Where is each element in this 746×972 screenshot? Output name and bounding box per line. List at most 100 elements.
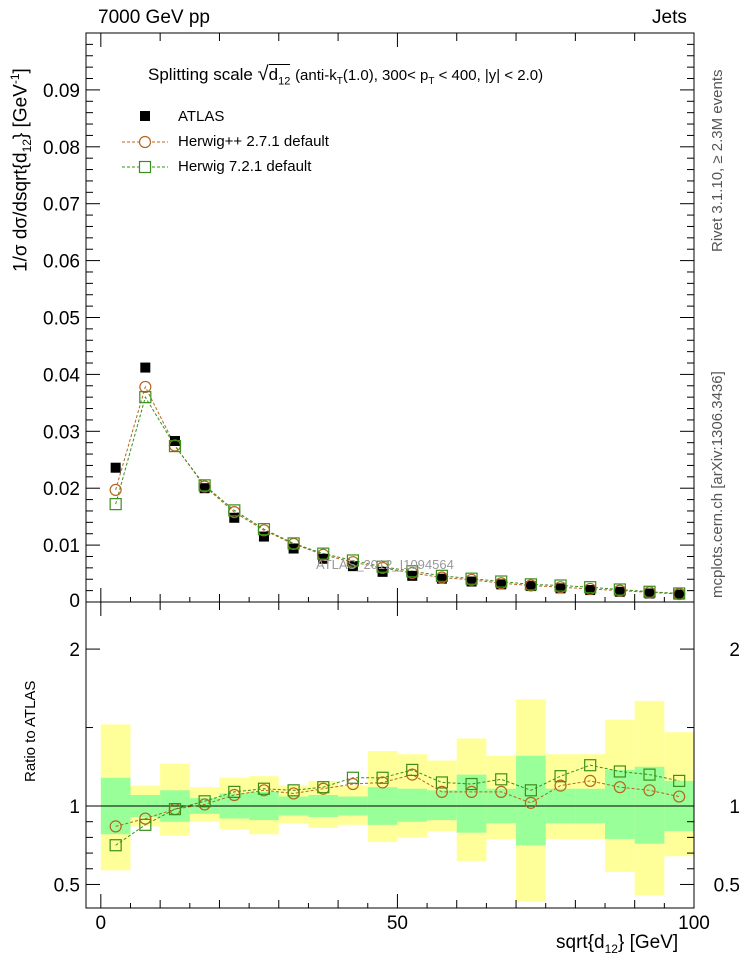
atlas-data-point xyxy=(258,531,269,542)
herwig7-ratio-point xyxy=(257,782,271,795)
analysis-watermark: ATLAS_2012_I1094564 xyxy=(316,557,454,572)
herwig7-point xyxy=(198,479,211,492)
y-tick-label: 0 xyxy=(69,591,80,612)
herwig7-point xyxy=(584,581,597,594)
herwig7-point xyxy=(613,583,626,596)
herwig7-ratio-point xyxy=(584,759,597,772)
herwigpp-ratio-point xyxy=(495,785,508,798)
herwig7-point xyxy=(673,587,686,600)
ratio-band-inner xyxy=(634,766,665,844)
y-tick-label: 0.06 xyxy=(43,252,80,273)
herwig7-point xyxy=(435,569,449,582)
y-tick-label: 0.09 xyxy=(43,81,80,102)
process-label: Jets xyxy=(652,7,687,28)
chart-title: Splitting scale √d12 (anti-kT(1.0), 300<… xyxy=(148,63,544,88)
atlas-data-point xyxy=(466,576,477,587)
herwig7-point xyxy=(465,572,478,585)
legend-herwigpp: Herwig++ 2.7.1 default xyxy=(178,133,329,150)
atlas-data-point xyxy=(614,586,625,597)
herwig7-ratio-point xyxy=(435,776,449,789)
herwigpp-ratio-point xyxy=(435,785,449,798)
atlas-data-point xyxy=(585,585,596,596)
atlas-data-point xyxy=(199,483,210,494)
ratio-band-inner xyxy=(605,769,635,839)
ratio-band-inner xyxy=(456,774,487,833)
herwig7-ratio-point xyxy=(495,773,508,786)
herwig7-point xyxy=(406,565,419,578)
atlas-data-point xyxy=(496,579,507,590)
herwigpp-ratio-point xyxy=(139,812,152,825)
herwig7-point xyxy=(346,554,360,567)
ratio-y-tick-label: 1 xyxy=(69,797,80,818)
herwig7-point xyxy=(228,504,241,517)
herwig7-ratio-point xyxy=(524,784,537,797)
herwigpp-ratio-point xyxy=(465,785,478,798)
atlas-data-point xyxy=(140,362,151,373)
legend-atlas: ATLAS xyxy=(178,108,225,125)
herwig7-ratio-point xyxy=(554,770,567,783)
ratio-y-axis-label: Ratio to ATLAS xyxy=(22,680,39,782)
x-tick-label: 100 xyxy=(678,913,710,934)
ratio-y-tick-label-right: 2 xyxy=(729,640,740,661)
ratio-plot-frame xyxy=(85,601,695,909)
herwigpp-ratio-point xyxy=(613,781,626,794)
herwig7-point xyxy=(287,537,300,550)
ratio-y-tick-label: 2 xyxy=(69,640,80,661)
herwig7-point xyxy=(109,498,122,511)
herwig7-point xyxy=(554,579,567,592)
atlas-data-point xyxy=(674,589,685,600)
herwig7-point xyxy=(139,391,152,404)
legend-herwig7: Herwig 7.2.1 default xyxy=(178,158,312,175)
atlas-data-point xyxy=(644,588,655,599)
atlas-data-point xyxy=(525,581,536,592)
herwig7-ratio-point xyxy=(109,839,122,852)
herwigpp-ratio-point xyxy=(643,784,656,797)
energy-label: 7000 GeV pp xyxy=(98,7,210,28)
legend-herwigpp-marker xyxy=(138,135,152,149)
herwigpp-ratio-point xyxy=(346,777,360,791)
y-tick-label: 0.03 xyxy=(43,422,80,443)
herwig7-ratio-point xyxy=(168,803,182,816)
rivet-info: Rivet 3.1.10, ≥ 2.3M events xyxy=(709,69,726,253)
herwigpp-ratio-point xyxy=(673,790,686,803)
y-tick-label: 0.05 xyxy=(43,309,80,330)
mcplots-info: mcplots.cern.ch [arXiv:1306.3436] xyxy=(709,371,726,598)
herwigpp-ratio-point xyxy=(584,774,597,787)
herwig7-ratio-point xyxy=(287,784,300,797)
herwig7-ratio-point xyxy=(139,818,152,831)
main-y-axis-label: 1/σ dσ/dsqrt{d12} [GeV-1] xyxy=(8,68,35,272)
ratio-y-tick-label-right: 0.5 xyxy=(714,875,740,896)
herwigpp-point xyxy=(109,483,122,497)
ratio-y-tick-label: 0.5 xyxy=(54,875,80,896)
herwigpp-ratio-point xyxy=(524,796,537,809)
y-tick-label: 0.08 xyxy=(43,138,80,159)
herwigpp-ratio-point xyxy=(554,779,567,792)
herwig7-point xyxy=(524,578,537,591)
x-tick-label: 0 xyxy=(96,913,107,934)
herwig7-ratio-point xyxy=(228,785,241,798)
x-axis-label: sqrt{d12} [GeV] xyxy=(556,932,679,956)
y-tick-label: 0.07 xyxy=(43,195,80,216)
ratio-band-inner xyxy=(427,790,457,821)
herwig7-point xyxy=(643,585,656,598)
legend-atlas-marker xyxy=(140,111,150,121)
y-tick-label: 0.04 xyxy=(43,365,80,386)
herwig7-ratio-point xyxy=(673,774,686,787)
herwig7-ratio-point xyxy=(465,777,478,791)
herwig7-ratio-point xyxy=(376,771,389,784)
atlas-data-point xyxy=(407,570,418,581)
x-tick-label: 50 xyxy=(387,913,408,934)
herwigpp-ratio-point xyxy=(109,820,122,833)
herwig7-point xyxy=(257,523,271,536)
herwig7-ratio-point xyxy=(406,763,419,777)
atlas-data-point xyxy=(110,462,121,473)
herwig7-point xyxy=(495,575,508,588)
atlas-data-point xyxy=(555,583,566,594)
ratio-band-inner xyxy=(516,755,546,846)
legend-herwig7-marker xyxy=(138,160,152,174)
herwig7-point xyxy=(317,547,330,560)
herwig7-point xyxy=(168,439,182,453)
herwig7-ratio-point xyxy=(613,765,626,778)
herwigpp-point xyxy=(139,380,152,394)
